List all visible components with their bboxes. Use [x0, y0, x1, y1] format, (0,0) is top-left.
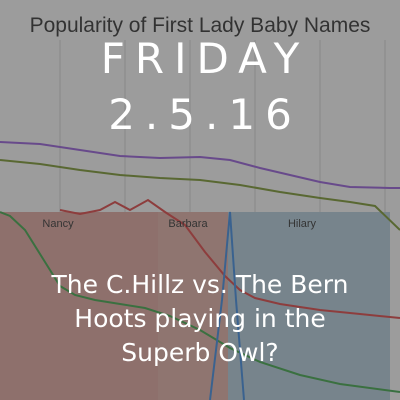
headline-date: 2.5.16 [108, 90, 302, 139]
caption-line: Superb Owl? [121, 338, 279, 367]
headline-day: FRIDAY [100, 34, 310, 83]
caption-line: The C.Hillz vs. The Bern [51, 270, 349, 299]
caption-line: Hoots playing in the [74, 304, 326, 333]
caption: The C.Hillz vs. The Bern Hoots playing i… [10, 268, 390, 370]
